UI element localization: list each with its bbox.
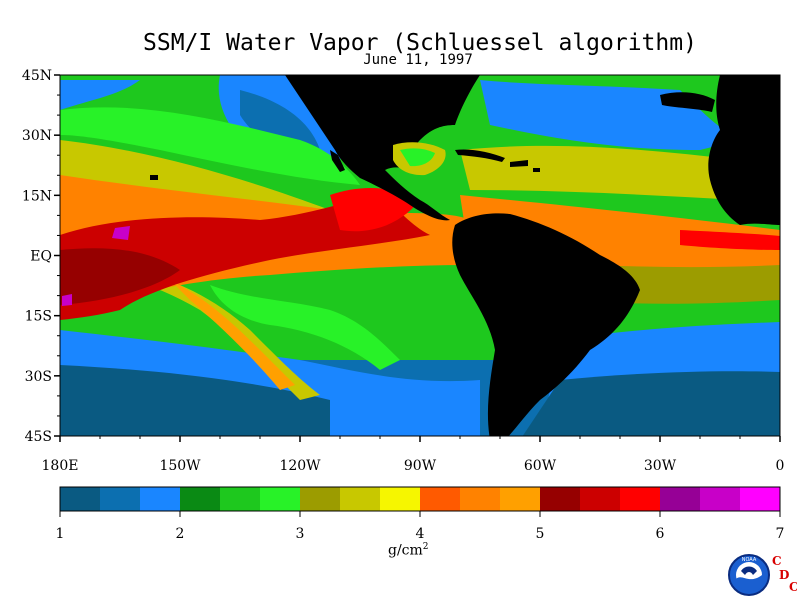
colorbar-units: g/cm2	[388, 542, 429, 559]
lat-label: 30S	[25, 369, 52, 385]
cdc-letter-3: C	[789, 580, 797, 594]
units-superscript: 2	[422, 542, 429, 552]
colorbar-swatch	[580, 487, 621, 511]
lon-label: 60W	[524, 458, 557, 474]
colorbar-swatch	[380, 487, 421, 511]
cdc-letter-2: D	[779, 568, 789, 582]
lat-label: 45S	[25, 429, 52, 445]
colorbar-swatch	[700, 487, 741, 511]
lon-label: 90W	[404, 458, 437, 474]
colorbar-swatch	[500, 487, 541, 511]
colorbar-swatch	[60, 487, 101, 511]
lon-label: 0	[776, 458, 785, 474]
cdc-letter-1: C	[772, 554, 782, 568]
lon-label: 180E	[42, 458, 79, 474]
colorbar	[59, 486, 781, 512]
colorbar-swatch	[660, 487, 701, 511]
lat-label: 45N	[22, 68, 52, 84]
colorbar-tick-label: 2	[176, 526, 185, 542]
units-text: g/cm	[388, 542, 423, 559]
colorbar-tick-labels: 1 2 3 4 5 6 7	[56, 511, 785, 542]
map-title: SSM/I Water Vapor (Schluessel algorithm)	[143, 30, 697, 56]
colorbar-swatch	[100, 487, 141, 511]
noaa-cdc-logo: NOAA C D C	[728, 554, 797, 596]
lat-label: 15N	[22, 188, 52, 204]
colorbar-swatch	[540, 487, 581, 511]
colorbar-swatch	[300, 487, 341, 511]
colorbar-swatch	[340, 487, 381, 511]
noaa-logo-text: NOAA	[742, 557, 757, 563]
colorbar-tick-label: 3	[296, 526, 305, 542]
lat-label: EQ	[30, 249, 52, 265]
lon-label: 30W	[644, 458, 677, 474]
lon-label: 150W	[159, 458, 201, 474]
latitude-labels: 45N 30N 15N EQ 15S 30S 45S	[22, 68, 52, 445]
colorbar-swatch	[220, 487, 261, 511]
colorbar-swatch	[740, 487, 781, 511]
colorbar-tick-label: 7	[776, 526, 785, 542]
colorbar-swatch	[620, 487, 661, 511]
colorbar-tick-label: 1	[56, 526, 65, 542]
lon-label: 120W	[279, 458, 321, 474]
axis-ticks	[54, 74, 781, 442]
colorbar-swatch	[260, 487, 301, 511]
map-field	[60, 75, 780, 436]
colorbar-tick-label: 5	[536, 526, 545, 542]
map-date: June 11, 1997	[363, 52, 473, 68]
lat-label: 15S	[25, 309, 52, 325]
colorbar-swatch	[140, 487, 181, 511]
landmasses	[150, 75, 780, 436]
lat-label: 30N	[22, 128, 52, 144]
colorbar-swatch	[180, 487, 221, 511]
colorbar-tick-label: 6	[656, 526, 665, 542]
longitude-labels: 180E 150W 120W 90W 60W 30W 0	[42, 458, 785, 474]
colorbar-swatch	[460, 487, 501, 511]
colorbar-tick-label: 4	[416, 526, 425, 542]
colorbar-swatch	[420, 487, 461, 511]
